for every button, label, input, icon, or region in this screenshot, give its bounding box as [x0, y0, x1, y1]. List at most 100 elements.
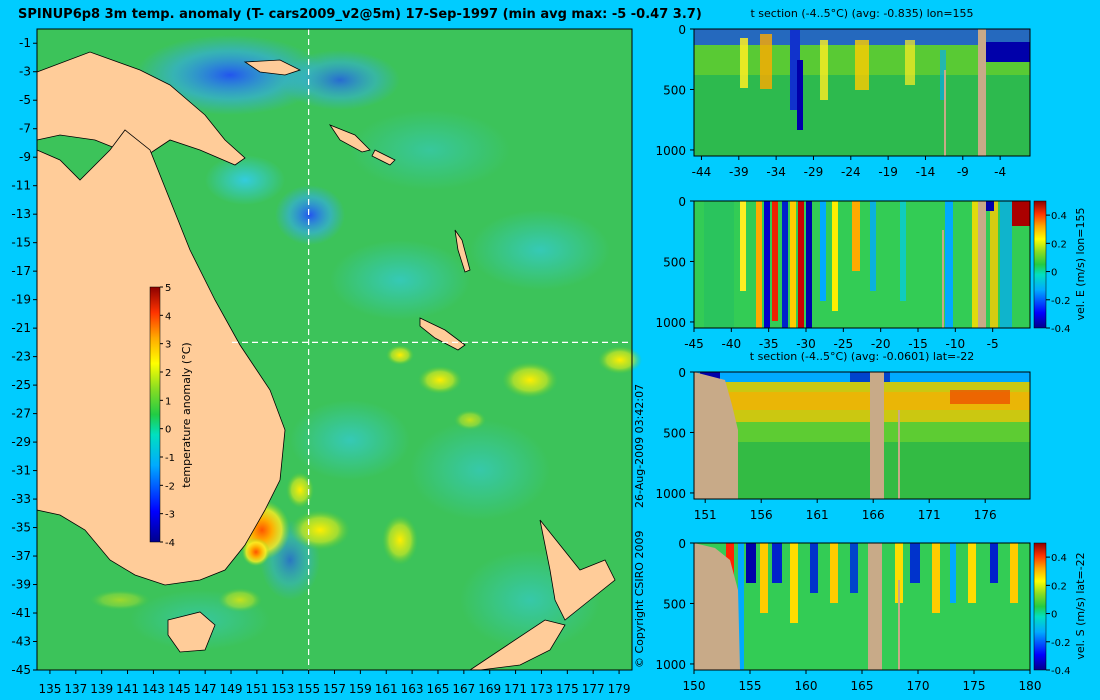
section-x-tick-label: -29 [804, 165, 824, 179]
map-x-tick-label: 137 [64, 682, 87, 696]
map-x-tick-label: 159 [349, 682, 372, 696]
map-x-tick-label: 161 [375, 682, 398, 696]
section-x-tick-label: 156 [750, 508, 773, 522]
section-colorbar-tick-label: -0.4 [1051, 324, 1071, 335]
map-colorbar-tick-label: -1 [165, 453, 175, 464]
section-x-tick-label: -25 [834, 337, 854, 351]
map-x-tick-label: 155 [297, 682, 320, 696]
section-x-tick-label: -24 [841, 165, 861, 179]
section-x-tick-label: 166 [862, 508, 885, 522]
section-x-tick-label: -5 [987, 337, 999, 351]
map-y-axis: -1 -3 -5 -7 -9 -11 -13 -15 -17 -19 -21 -23 -25 -27 -29… [11, 36, 37, 677]
section-y-tick-label: 0 [678, 195, 686, 209]
section-colorbar-label: vel. S (m/s) lat=-22 [1074, 552, 1087, 659]
section-x-tick-label: -34 [766, 165, 786, 179]
section-colorbar-tick-label: 0.2 [1051, 239, 1067, 250]
land-new-guinea [36, 51, 246, 166]
section-colorbar-tick-label: 0.4 [1051, 211, 1067, 222]
map-y-tick-label: -31 [11, 464, 31, 478]
map-colorbar: 5 4 3 2 1 0 -1 -2 -3 -4 temperature anomaly (°C) [149, 283, 193, 549]
map-panel: 135 137 139 141 143 145 147 149 151 153 155 157 159 1… [11, 28, 642, 696]
map-x-tick-label: 149 [220, 682, 243, 696]
map-colorbar-tick-label: -3 [165, 510, 175, 521]
section-y-tick-label: 500 [663, 255, 686, 269]
map-y-tick-label: -11 [11, 179, 31, 193]
section-colorbar-gradient [1033, 200, 1047, 329]
map-y-tick-label: -41 [11, 606, 31, 620]
section-colorbar-tick-label: -0.2 [1051, 296, 1071, 307]
map-y-tick-label: -27 [11, 407, 31, 421]
section-x-tick-label: 150 [683, 679, 706, 693]
map-y-tick-label: -45 [11, 663, 31, 677]
map-y-tick-label: -13 [11, 207, 31, 221]
map-x-tick-label: 171 [504, 682, 527, 696]
section-x-tick-label: -44 [692, 165, 712, 179]
section-x-tick-label: -45 [684, 337, 704, 351]
copyright-text: © Copyright CSIRO 2009 [633, 531, 646, 668]
section-x-tick-label: 160 [795, 679, 818, 693]
section-x-tick-label: -14 [916, 165, 936, 179]
map-y-tick-label: -43 [11, 635, 31, 649]
section-x-tick-label: 161 [806, 508, 829, 522]
section-land [694, 372, 738, 499]
section-colorbar-tick-label: 0 [1051, 610, 1057, 621]
map-x-tick-label: 179 [608, 682, 631, 696]
map-x-tick-label: 173 [530, 682, 553, 696]
section-frame [693, 371, 1031, 500]
section-x-tick-label: -20 [871, 337, 891, 351]
map-land [36, 51, 616, 671]
section-land [870, 372, 884, 499]
section-y-tick-label: 1000 [655, 658, 686, 672]
section-panel-t-lat-22: t section (-4..5°C) (avg: -0.0601) lat=-… [693, 350, 1031, 500]
section-x-tick-label: -15 [908, 337, 928, 351]
section-land [694, 543, 740, 670]
map-x-tick-label: 147 [194, 682, 217, 696]
section-y-tick-label: 0 [678, 366, 686, 380]
section-x-tick-label: -40 [722, 337, 742, 351]
map-y-tick-label: -37 [11, 549, 31, 563]
section-y-tick-label: 0 [678, 537, 686, 551]
section-land [868, 543, 882, 670]
map-x-tick-label: 175 [556, 682, 579, 696]
section-x-tick-label: -4 [994, 165, 1006, 179]
section-colorbar-tick-label: -0.4 [1051, 666, 1071, 677]
map-colorbar-tick-label: 1 [165, 396, 171, 407]
map-y-tick-label: -17 [11, 264, 31, 278]
land-vanuatu [454, 229, 471, 273]
map-y-tick-label: -7 [19, 122, 31, 136]
map-colorbar-ticks: 5 4 3 2 1 0 -1 -2 -3 -4 [160, 283, 175, 549]
map-x-axis: 135 137 139 141 143 145 147 149 151 153 155 157 159 1… [38, 670, 631, 696]
section-y-tick-label: 1000 [655, 487, 686, 501]
section-colorbar-tick-label: 0.2 [1051, 581, 1067, 592]
timestamp-text: 26-Aug-2009 03:42:07 [633, 384, 646, 508]
map-y-tick-label: -39 [11, 578, 31, 592]
section-x-tick-label: 170 [907, 679, 930, 693]
land-solomon-islands [328, 124, 396, 166]
section-colorbar-tick-label: -0.2 [1051, 638, 1071, 649]
section-y-tick-label: 500 [663, 597, 686, 611]
section-y-tick-label: 0 [678, 23, 686, 37]
map-y-tick-label: -5 [19, 93, 31, 107]
section-x-tick-label: 165 [851, 679, 874, 693]
map-y-tick-label: -9 [19, 150, 31, 164]
section-x-tick-label: 151 [694, 508, 717, 522]
map-y-tick-label: -3 [19, 65, 31, 79]
section-x-tick-label: -39 [729, 165, 749, 179]
map-x-tick-label: 169 [478, 682, 501, 696]
section-title-t-lon155: t section (-4..5°C) (avg: -0.835) lon=15… [750, 7, 973, 20]
map-y-tick-label: -1 [19, 36, 31, 50]
section-x-tick-label: -30 [796, 337, 816, 351]
section-colorbar-tick-label: 0.4 [1051, 553, 1067, 564]
map-colorbar-label: temperature anomaly (°C) [180, 342, 193, 487]
map-y-tick-label: -29 [11, 435, 31, 449]
map-y-tick-label: -21 [11, 321, 31, 335]
map-x-tick-label: 157 [323, 682, 346, 696]
map-x-tick-label: 151 [245, 682, 268, 696]
land-tasmania [167, 611, 216, 653]
figure-title: SPINUP6p8 3m temp. anomaly (T- cars2009_… [18, 7, 702, 22]
map-y-tick-label: -23 [11, 350, 31, 364]
section-x-tick-label: -9 [957, 165, 969, 179]
section-x-tick-label: 175 [963, 679, 986, 693]
section-panel-vel-s-lat-22: vel. S (m/s) lat=-22 [693, 542, 1087, 671]
